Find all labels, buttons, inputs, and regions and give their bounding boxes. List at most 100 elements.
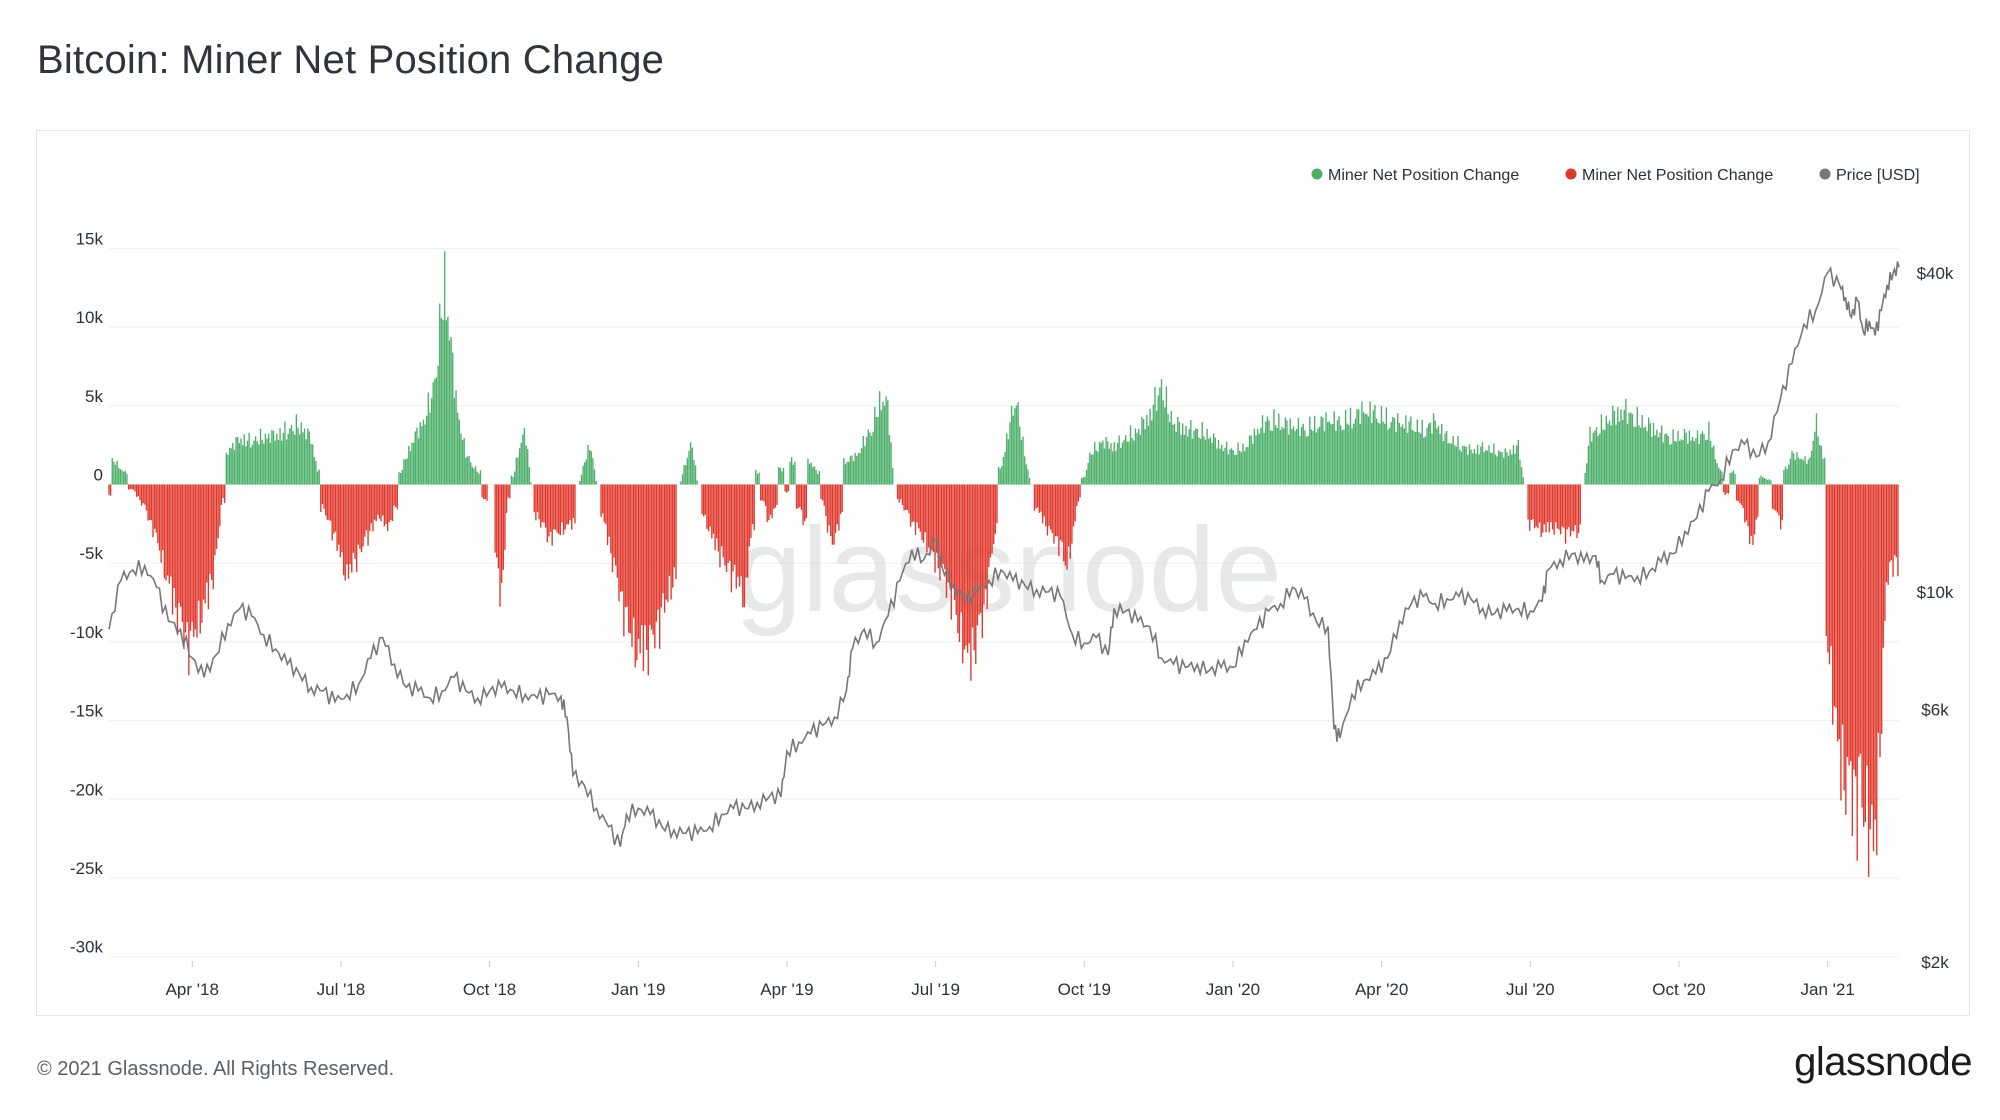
legend-label[interactable]: Miner Net Position Change — [1582, 167, 1773, 184]
bar-positive — [1087, 462, 1089, 485]
bar-positive — [1214, 437, 1216, 485]
bar-positive — [1481, 442, 1484, 485]
bar-positive — [512, 477, 514, 485]
bar-negative — [357, 484, 359, 545]
bar-positive — [1766, 479, 1769, 485]
bar-negative — [1576, 484, 1578, 538]
bar-positive — [1460, 451, 1462, 485]
bar-positive — [1483, 452, 1485, 485]
bar-negative — [986, 484, 988, 610]
bar-positive — [1719, 469, 1722, 485]
brand-logo[interactable]: glassnode — [1794, 1040, 1972, 1084]
bar-positive — [1124, 435, 1127, 485]
bar-negative — [502, 484, 504, 570]
bar-negative — [1889, 484, 1891, 562]
price-line — [108, 261, 1900, 847]
bar-positive — [1634, 426, 1637, 485]
bar-negative — [1859, 484, 1862, 754]
bar-positive — [1261, 415, 1264, 485]
bar-positive — [254, 436, 257, 485]
bar-positive — [1597, 435, 1599, 485]
bar-positive — [1661, 425, 1663, 485]
bar-positive — [1674, 441, 1676, 485]
bar-positive — [815, 469, 817, 485]
bar-negative — [494, 484, 496, 553]
bar-negative — [634, 484, 636, 668]
bar-negative — [1556, 484, 1559, 529]
bar-positive — [887, 400, 889, 485]
bar-positive — [1705, 440, 1707, 485]
y-right-tick-label: $40k — [1917, 264, 1954, 283]
bar-positive — [683, 465, 685, 485]
bar-positive — [862, 435, 865, 485]
bar-negative — [1863, 484, 1865, 827]
bar-positive — [1410, 416, 1412, 485]
bar-positive — [1379, 423, 1381, 485]
bar-negative — [735, 484, 737, 589]
bar-negative — [1876, 484, 1878, 856]
bar-positive — [1317, 428, 1319, 485]
bar-negative — [626, 484, 628, 607]
bar-positive — [1384, 423, 1386, 485]
bar-negative — [1532, 484, 1534, 520]
bar-negative — [1579, 484, 1581, 525]
bar-negative — [166, 484, 169, 576]
y-left-tick-label: -10k — [70, 623, 104, 642]
bar-positive — [465, 457, 467, 485]
bar-positive — [1605, 415, 1607, 485]
bar-negative — [898, 484, 900, 503]
bar-negative — [719, 484, 721, 568]
bar-negative — [390, 484, 392, 521]
bar-negative — [386, 484, 389, 532]
bar-positive — [1028, 478, 1031, 485]
bar-negative — [373, 484, 376, 520]
bar-positive — [1450, 443, 1453, 485]
bar-negative — [976, 484, 979, 626]
bar-negative — [823, 484, 825, 506]
bar-negative — [663, 484, 666, 613]
legend-label[interactable]: Price [USD] — [1836, 167, 1920, 184]
bar-negative — [717, 484, 720, 552]
bar-negative — [1550, 484, 1552, 523]
bar-positive — [1113, 442, 1115, 485]
bar-positive — [1796, 451, 1798, 485]
bar-positive — [1421, 419, 1423, 485]
bar-negative — [1773, 484, 1775, 510]
bar-positive — [456, 412, 459, 485]
bar-positive — [316, 471, 319, 485]
bar-negative — [729, 484, 731, 561]
bar-positive — [812, 467, 814, 485]
bar-negative — [157, 484, 159, 544]
bar-negative — [559, 484, 561, 536]
bar-positive — [251, 444, 254, 485]
bar-positive — [1221, 444, 1223, 485]
bar-positive — [1489, 452, 1492, 485]
bar-positive — [1155, 410, 1158, 485]
legend-label[interactable]: Miner Net Position Change — [1328, 167, 1519, 184]
bar-negative — [1063, 484, 1065, 562]
legend[interactable]: Price [USD] Miner Net Position Change Mine… — [1311, 167, 1920, 184]
bar-negative — [725, 484, 728, 573]
bar-positive — [116, 460, 118, 485]
bar-negative — [347, 484, 350, 579]
bar-negative — [543, 484, 545, 523]
bar-negative — [1871, 484, 1873, 805]
bar-positive — [1369, 401, 1371, 485]
bar-negative — [1571, 484, 1573, 531]
x-tick-label: Oct '20 — [1652, 980, 1705, 999]
bar-positive — [1250, 435, 1252, 485]
bar-positive — [1465, 446, 1467, 485]
bar-positive — [1312, 430, 1314, 485]
chart-canvas[interactable]: glassnode 15k 10k 5k 0 -5k -10k -15k -20k -25k -3… — [37, 131, 1969, 1015]
bar-positive — [1206, 428, 1208, 485]
bar-negative — [1836, 484, 1839, 742]
bar-negative — [191, 484, 193, 622]
bar-negative — [505, 484, 508, 514]
bar-positive — [813, 466, 816, 485]
bar-negative — [957, 484, 959, 634]
bar-positive — [777, 467, 780, 485]
bar-negative — [359, 484, 361, 549]
bar-positive — [279, 428, 281, 485]
bar-negative — [202, 484, 205, 600]
bar-negative — [703, 484, 705, 517]
